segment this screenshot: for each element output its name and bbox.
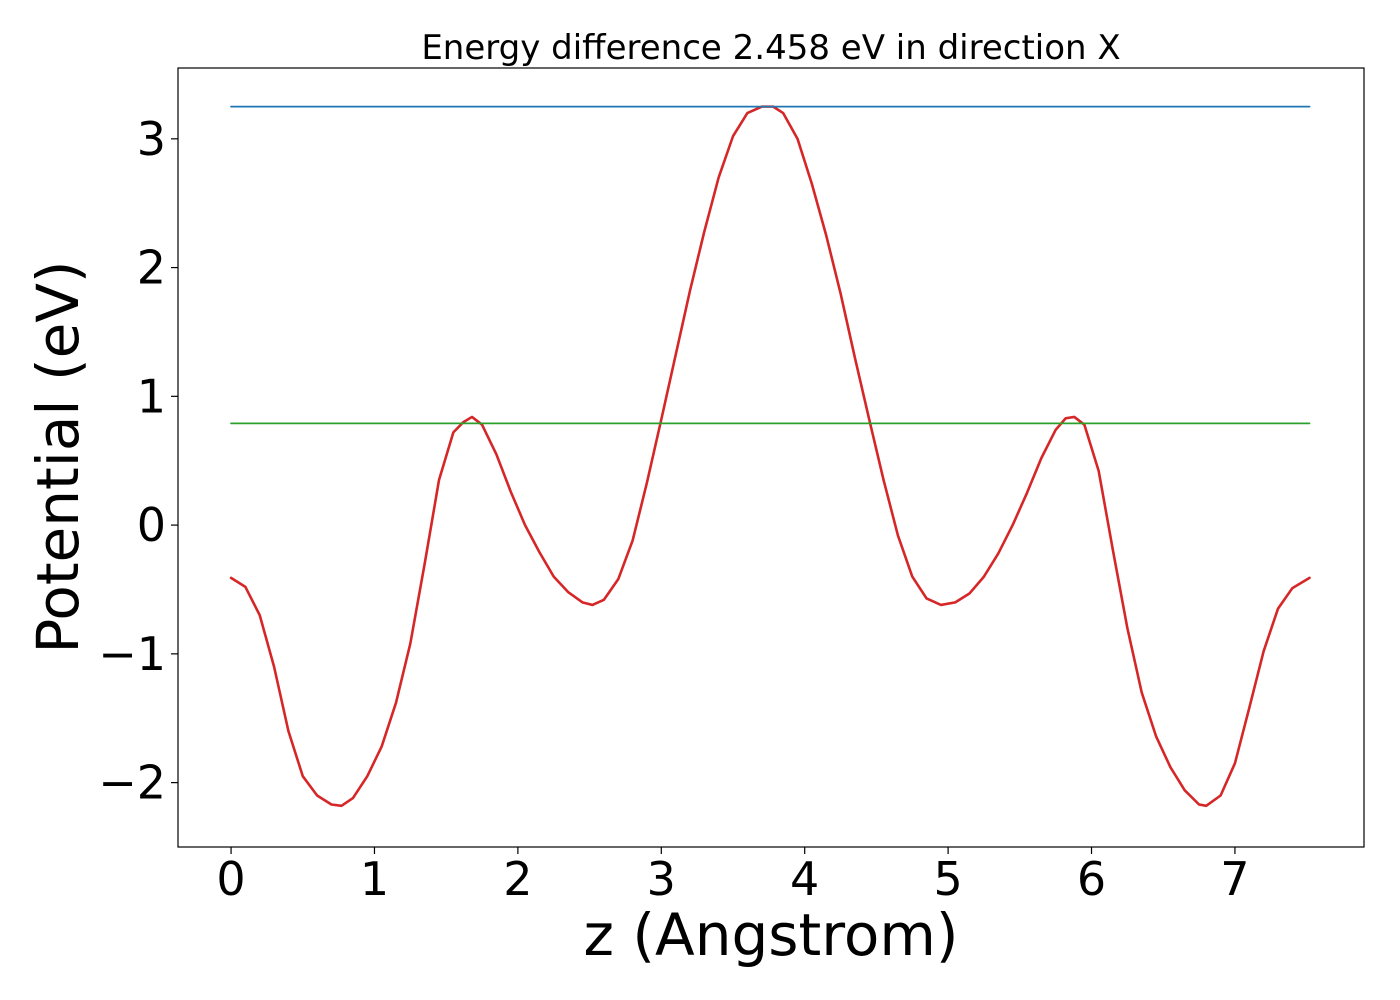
y-axis-label: Potential (eV) (24, 260, 92, 653)
x-axis-label: z (Angstrom) (584, 901, 959, 969)
series-layer (229, 105, 1311, 808)
y-tick-label: 0 (137, 498, 166, 552)
x-tick-label: 2 (503, 852, 532, 906)
y-tick-label: 1 (137, 369, 166, 423)
y-tick-label: −1 (98, 627, 166, 681)
y-tick-label: 3 (137, 112, 166, 166)
y-axis-ticks: −2 −1 0 1 2 3 (98, 112, 178, 810)
x-axis-ticks: 0 1 2 3 4 5 6 7 (216, 847, 1250, 906)
y-tick-label: 2 (137, 241, 166, 295)
x-tick-label: 0 (216, 852, 245, 906)
x-tick-label: 1 (360, 852, 389, 906)
x-tick-label: 5 (933, 852, 962, 906)
x-tick-label: 6 (1077, 852, 1106, 906)
x-tick-label: 4 (790, 852, 819, 906)
plot-frame (177, 67, 1365, 848)
x-tick-label: 3 (647, 852, 676, 906)
chart-title: Energy difference 2.458 eV in direction … (421, 28, 1120, 68)
x-tick-label: 7 (1220, 852, 1249, 906)
y-tick-label: −2 (98, 756, 166, 810)
